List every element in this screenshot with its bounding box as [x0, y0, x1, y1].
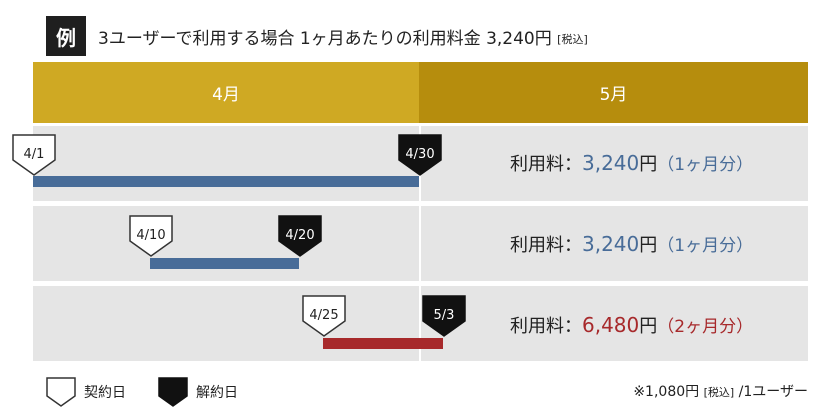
fee-text-1: 利用料：3,240円（1ヶ月分）: [510, 150, 753, 176]
page-title: 3ユーザーで利用する場合 1ヶ月あたりの利用料金 3,240円 [税込]: [98, 24, 588, 49]
cancel-legend-icon: [158, 377, 188, 407]
cancel-pentagon-icon: [278, 215, 322, 257]
contract-legend-label: 契約日: [84, 385, 126, 401]
contract-date-1: 4/1: [23, 147, 45, 162]
price-footnote: ※1,080円 [税込] /1ユーザー: [633, 381, 808, 401]
fee-value-3: 6,480: [582, 313, 640, 337]
contract-pentagon-icon: [12, 134, 56, 176]
cancel-date-2: 4/20: [285, 228, 315, 243]
contract-marker-1: 4/1: [12, 134, 56, 176]
fee-label-3: 利用料：: [510, 316, 582, 337]
fee-text-2: 利用料：3,240円（1ヶ月分）: [510, 231, 753, 257]
period-bar-2: [150, 258, 299, 269]
fee-unit-3: 円: [639, 316, 658, 337]
fee-value-1: 3,240: [582, 151, 640, 175]
period-bar-3: [323, 338, 443, 349]
fee-period-1: （1ヶ月分）: [657, 155, 754, 175]
fee-text-3: 利用料：6,480円（2ヶ月分）: [510, 312, 753, 338]
cancel-date-3: 5/3: [433, 308, 455, 323]
cancel-marker-2: 4/20: [278, 215, 322, 257]
month-divider: [419, 126, 421, 361]
example-badge: 例: [46, 16, 86, 56]
cancel-pentagon-icon: [398, 134, 442, 176]
cancel-date-1: 4/30: [405, 147, 435, 162]
fee-unit-1: 円: [639, 154, 658, 175]
fee-value-2: 3,240: [582, 232, 640, 256]
cancel-marker-1: 4/30: [398, 134, 442, 176]
fee-period-2: （1ヶ月分）: [657, 236, 754, 256]
title-tax-note: [税込]: [557, 33, 588, 46]
contract-legend-icon: [46, 377, 76, 407]
month-header-may: 5月: [419, 62, 808, 123]
contract-marker-3: 4/25: [302, 295, 346, 337]
contract-date-3: 4/25: [309, 308, 339, 323]
cancel-pentagon-icon: [422, 295, 466, 337]
footnote-per-user: /1ユーザー: [738, 384, 808, 400]
title-text: 3ユーザーで利用する場合 1ヶ月あたりの利用料金 3,240円: [98, 29, 552, 49]
fee-label-2: 利用料：: [510, 235, 582, 256]
contract-date-2: 4/10: [136, 228, 166, 243]
month-header-april: 4月: [33, 62, 419, 123]
contract-pentagon-icon: [302, 295, 346, 337]
fee-unit-2: 円: [639, 235, 658, 256]
contract-marker-2: 4/10: [129, 215, 173, 257]
cancel-marker-3: 5/3: [422, 295, 466, 337]
contract-pentagon-icon: [129, 215, 173, 257]
footnote-tax: [税込]: [703, 386, 735, 399]
fee-period-3: （2ヶ月分）: [657, 317, 754, 337]
period-bar-1: [33, 176, 419, 187]
fee-label-1: 利用料：: [510, 154, 582, 175]
cancel-legend-label: 解約日: [196, 385, 238, 401]
footnote-price: ※1,080円: [633, 384, 700, 400]
